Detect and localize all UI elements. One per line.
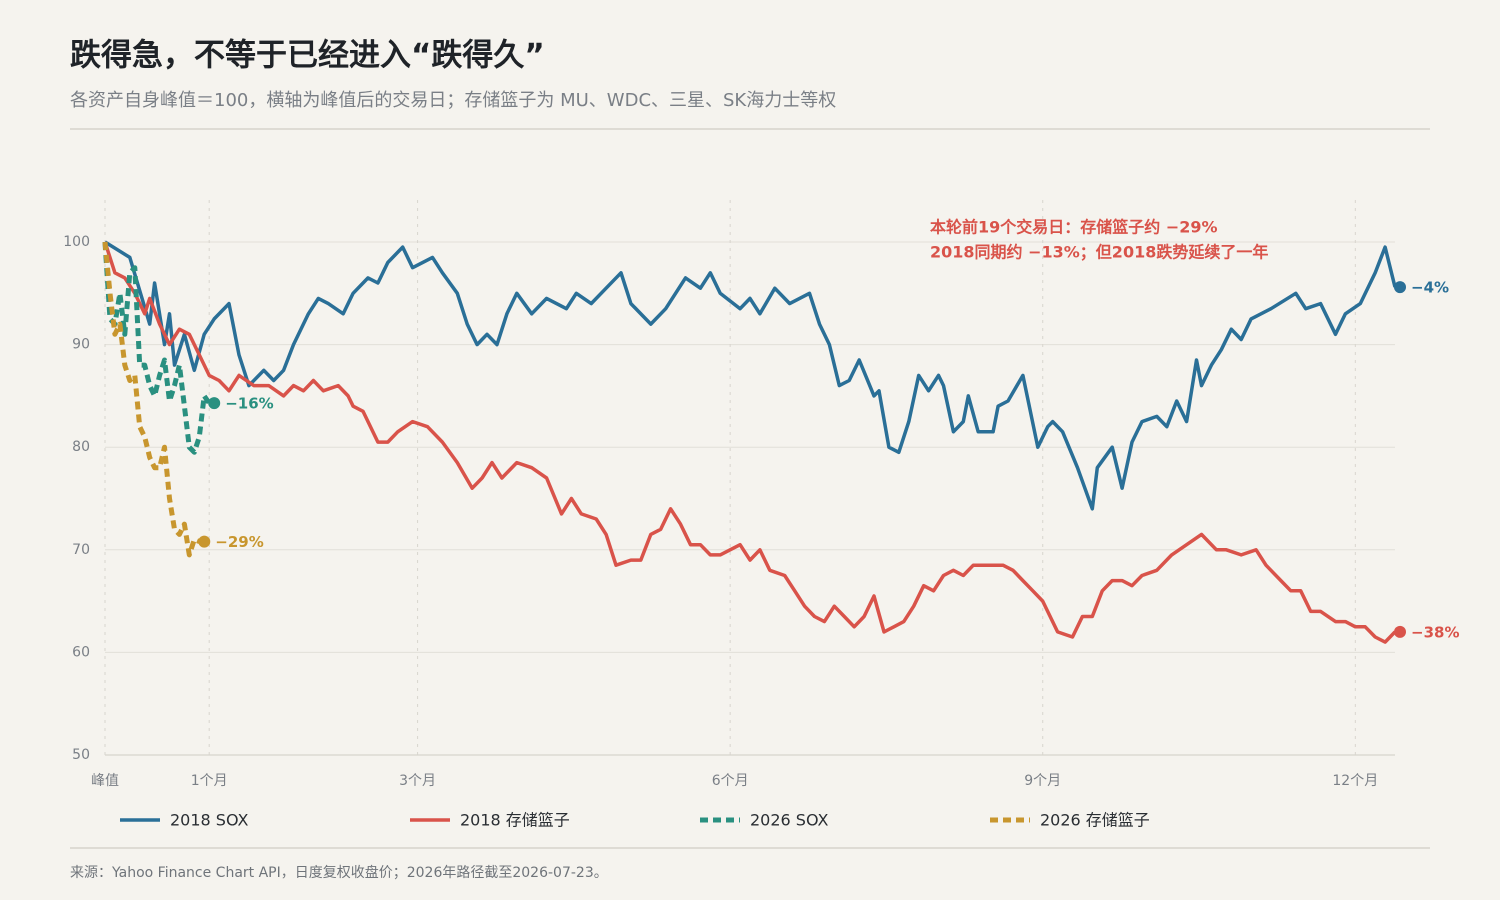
x-tick-label: 3个月 [399, 773, 436, 789]
end-label: −4% [1411, 279, 1449, 297]
end-label: −16% [225, 395, 273, 413]
series-line [104, 240, 1397, 511]
end-label: −38% [1411, 623, 1459, 641]
y-tick-label: 70 [72, 542, 90, 558]
legend-label: 2018 存储篮子 [460, 811, 570, 830]
end-dot [208, 397, 221, 410]
source-note: 来源：Yahoo Finance Chart API，日度复权收盘价；2026年… [70, 864, 608, 881]
annotation: 2018同期约 −13%；但2018跌势延续了一年 [930, 243, 1268, 262]
end-dot [1394, 625, 1406, 638]
legend-label: 2018 SOX [170, 811, 249, 830]
legend-label: 2026 SOX [750, 811, 829, 830]
x-tick-label: 6个月 [712, 773, 749, 789]
y-tick-label: 60 [72, 644, 90, 660]
annotation: 本轮前19个交易日：存储篮子约 −29% [930, 218, 1218, 237]
x-tick-label: 9个月 [1024, 773, 1061, 789]
x-tick-label: 1个月 [191, 773, 228, 789]
chart-subtitle: 各资产自身峰值＝100，横轴为峰值后的交易日；存储篮子为 MU、WDC、三星、S… [70, 90, 836, 111]
series-line [102, 241, 212, 455]
y-tick-label: 50 [72, 747, 90, 763]
y-tick-label: 80 [72, 439, 90, 455]
x-tick-label: 峰值 [91, 773, 119, 789]
end-label: −29% [215, 533, 263, 551]
y-tick-label: 90 [72, 337, 90, 353]
x-tick-label: 12个月 [1332, 773, 1378, 789]
y-tick-label: 100 [63, 234, 90, 250]
legend-label: 2026 存储篮子 [1040, 811, 1150, 830]
end-dot [198, 535, 211, 548]
chart-title: 跌得急，不等于已经进入“跌得久” [70, 38, 545, 74]
series-line [102, 241, 201, 558]
end-dot [1394, 281, 1406, 294]
series-line [103, 241, 1397, 644]
